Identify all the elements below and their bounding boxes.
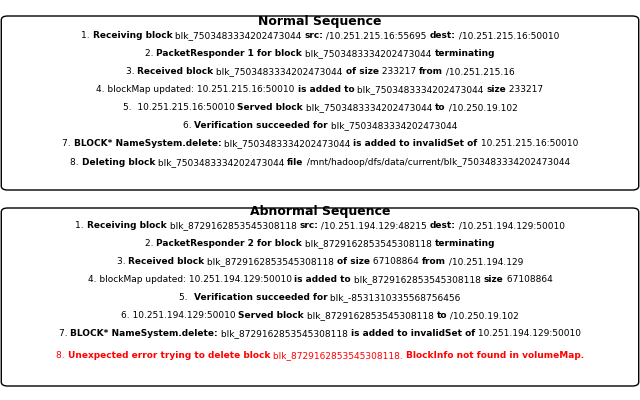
Text: 3.: 3. <box>117 258 128 266</box>
Text: size: size <box>484 276 504 284</box>
Text: blk_7503483334202473044: blk_7503483334202473044 <box>172 32 305 40</box>
Text: of size: of size <box>337 258 370 266</box>
Text: Unexpected error trying to delete block: Unexpected error trying to delete block <box>68 351 270 360</box>
Text: blk_7503483334202473044: blk_7503483334202473044 <box>303 104 435 112</box>
Text: is added to: is added to <box>298 86 355 94</box>
Text: blk_7503483334202473044: blk_7503483334202473044 <box>302 50 435 58</box>
Text: /10.251.194.129: /10.251.194.129 <box>446 258 523 266</box>
Text: BlockInfo not found in volumeMap.: BlockInfo not found in volumeMap. <box>406 351 584 360</box>
Text: 7.: 7. <box>59 330 70 338</box>
Text: Normal Sequence: Normal Sequence <box>259 15 381 28</box>
Text: blk_8729162853545308118: blk_8729162853545308118 <box>166 222 300 230</box>
Text: blk_7503483334202473044: blk_7503483334202473044 <box>155 158 287 167</box>
Text: 6. 10.251.194.129:50010: 6. 10.251.194.129:50010 <box>121 312 239 320</box>
Text: Received block: Received block <box>137 68 213 76</box>
Text: 3.: 3. <box>125 68 137 76</box>
Text: /10.251.215.16: /10.251.215.16 <box>443 68 515 76</box>
Text: Verification succeeded for: Verification succeeded for <box>195 122 328 130</box>
Text: src:: src: <box>300 222 318 230</box>
Text: 2.: 2. <box>145 240 156 248</box>
Text: 233217: 233217 <box>379 68 419 76</box>
Text: src:: src: <box>305 32 323 40</box>
Text: blk_7503483334202473044: blk_7503483334202473044 <box>355 86 486 94</box>
Text: /10.250.19.102: /10.250.19.102 <box>445 104 517 112</box>
Text: 10.251.194.129:50010: 10.251.194.129:50010 <box>475 330 581 338</box>
Text: blk_8729162853545308118: blk_8729162853545308118 <box>304 312 437 320</box>
Text: 8.: 8. <box>56 351 68 360</box>
Text: blk_7503483334202473044: blk_7503483334202473044 <box>328 122 457 130</box>
Text: Served block: Served block <box>239 312 304 320</box>
Text: file: file <box>287 158 304 167</box>
Text: /10.251.215.16:50010: /10.251.215.16:50010 <box>456 32 559 40</box>
Text: /10.251.194.129:48215: /10.251.194.129:48215 <box>318 222 429 230</box>
Text: 10.251.215.16:50010: 10.251.215.16:50010 <box>477 140 578 148</box>
Text: of size: of size <box>346 68 379 76</box>
Text: blk_8729162853545308118: blk_8729162853545308118 <box>204 258 337 266</box>
Text: 6.: 6. <box>183 122 195 130</box>
Text: blk_-8531310335568756456: blk_-8531310335568756456 <box>327 294 461 302</box>
Text: blk_7503483334202473044: blk_7503483334202473044 <box>221 140 353 148</box>
FancyBboxPatch shape <box>1 208 639 386</box>
Text: from: from <box>419 68 443 76</box>
Text: is added to: is added to <box>294 276 351 284</box>
Text: BLOCK* NameSystem.delete:: BLOCK* NameSystem.delete: <box>70 330 218 338</box>
Text: from: from <box>422 258 446 266</box>
Text: 7.: 7. <box>62 140 74 148</box>
Text: size: size <box>486 86 506 94</box>
Text: 5.: 5. <box>179 294 194 302</box>
FancyBboxPatch shape <box>1 16 639 190</box>
Text: terminating: terminating <box>435 240 495 248</box>
Text: 5.  10.251.215.16:50010: 5. 10.251.215.16:50010 <box>123 104 237 112</box>
Text: 8.: 8. <box>70 158 82 167</box>
Text: /10.251.215.16:55695: /10.251.215.16:55695 <box>323 32 429 40</box>
Text: dest:: dest: <box>429 32 456 40</box>
Text: dest:: dest: <box>429 222 456 230</box>
Text: 1.: 1. <box>76 222 87 230</box>
Text: terminating: terminating <box>435 50 495 58</box>
Text: Abnormal Sequence: Abnormal Sequence <box>250 205 390 218</box>
Text: blk_8729162853545308118: blk_8729162853545308118 <box>351 276 484 284</box>
Text: 4. blockMap updated: 10.251.215.16:50010: 4. blockMap updated: 10.251.215.16:50010 <box>97 86 298 94</box>
Text: is added to invalidSet of: is added to invalidSet of <box>353 140 477 148</box>
Text: 233217: 233217 <box>506 86 543 94</box>
Text: Receiving block: Receiving block <box>87 222 166 230</box>
Text: 67108864: 67108864 <box>504 276 552 284</box>
Text: 2.: 2. <box>145 50 156 58</box>
Text: BLOCK* NameSystem.delete:: BLOCK* NameSystem.delete: <box>74 140 221 148</box>
Text: /10.250.19.102: /10.250.19.102 <box>447 312 519 320</box>
Text: 4. blockMap updated: 10.251.194.129:50010: 4. blockMap updated: 10.251.194.129:5001… <box>88 276 294 284</box>
Text: 1.: 1. <box>81 32 93 40</box>
Text: Deleting block: Deleting block <box>82 158 155 167</box>
Text: Receiving block: Receiving block <box>93 32 172 40</box>
Text: to: to <box>435 104 445 112</box>
Text: is added to invalidSet of: is added to invalidSet of <box>351 330 475 338</box>
Text: Verification succeeded for: Verification succeeded for <box>194 294 327 302</box>
Text: /mnt/hadoop/dfs/data/current/blk_7503483334202473044: /mnt/hadoop/dfs/data/current/blk_7503483… <box>304 158 570 167</box>
Text: to: to <box>437 312 447 320</box>
Text: blk_8729162853545308118.: blk_8729162853545308118. <box>270 351 406 360</box>
Text: blk_8729162853545308118: blk_8729162853545308118 <box>218 330 351 338</box>
Text: /10.251.194.129:50010: /10.251.194.129:50010 <box>456 222 564 230</box>
Text: Received block: Received block <box>128 258 204 266</box>
Text: blk_7503483334202473044: blk_7503483334202473044 <box>213 68 346 76</box>
Text: PacketResponder 1 for block: PacketResponder 1 for block <box>156 50 302 58</box>
Text: PacketResponder 2 for block: PacketResponder 2 for block <box>156 240 302 248</box>
Text: Served block: Served block <box>237 104 303 112</box>
Text: blk_8729162853545308118: blk_8729162853545308118 <box>302 240 435 248</box>
Text: 67108864: 67108864 <box>370 258 422 266</box>
